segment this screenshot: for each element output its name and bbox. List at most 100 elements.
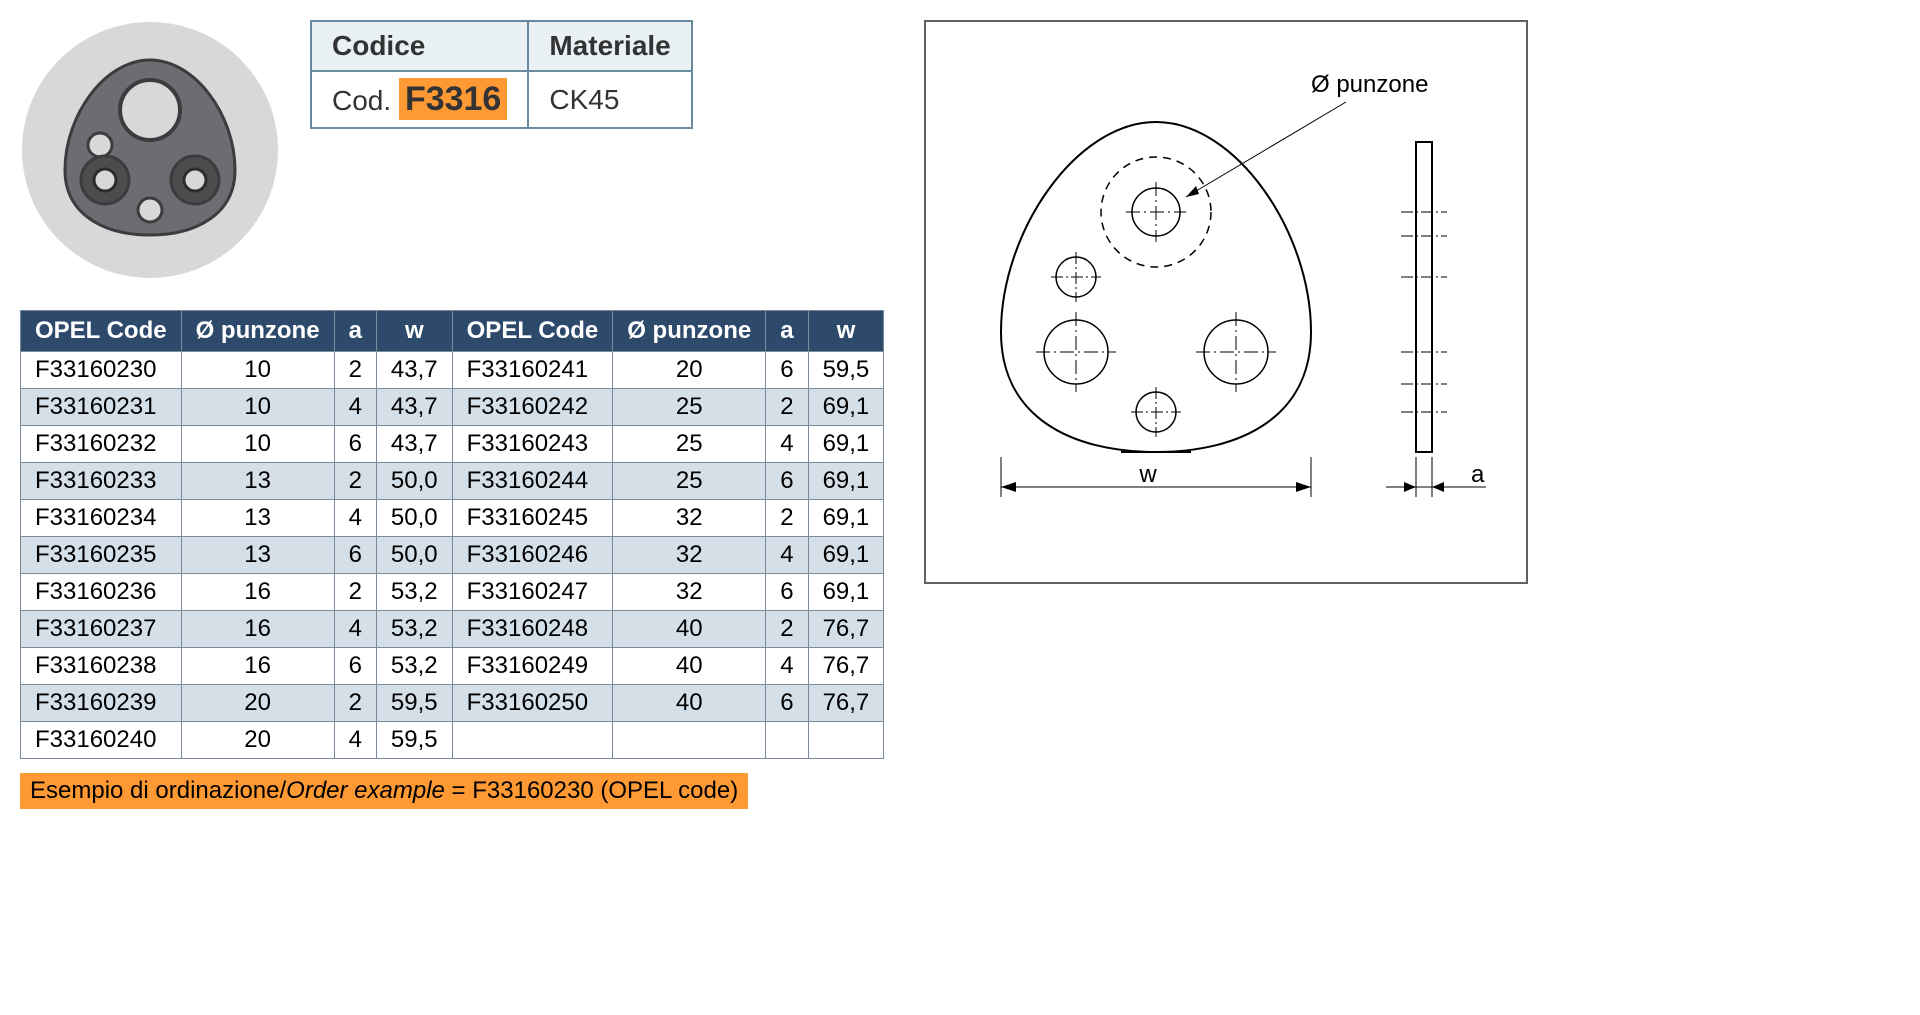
drawing-label-punzone: Ø punzone xyxy=(1311,71,1428,98)
table-cell: 76,7 xyxy=(808,611,884,648)
table-cell: 40 xyxy=(613,648,766,685)
table-cell: 10 xyxy=(181,352,334,389)
table-cell: 69,1 xyxy=(808,389,884,426)
table-cell: 32 xyxy=(613,537,766,574)
table-cell: 6 xyxy=(334,426,376,463)
table-cell: F33160237 xyxy=(21,611,182,648)
table-cell: 50,0 xyxy=(376,500,452,537)
table-cell: 25 xyxy=(613,426,766,463)
table-cell: 50,0 xyxy=(376,537,452,574)
table-cell: 32 xyxy=(613,574,766,611)
table-cell: 76,7 xyxy=(808,685,884,722)
table-row: F3316023513650,0F3316024632469,1 xyxy=(21,537,884,574)
info-header-material: Materiale xyxy=(528,21,691,71)
table-cell: F33160240 xyxy=(21,722,182,759)
table-cell: 4 xyxy=(334,722,376,759)
table-cell: 53,2 xyxy=(376,611,452,648)
info-material-cell: CK45 xyxy=(528,71,691,128)
table-cell: 4 xyxy=(766,426,808,463)
table-cell: F33160242 xyxy=(452,389,613,426)
table-cell: 10 xyxy=(181,389,334,426)
table-cell: 6 xyxy=(766,352,808,389)
table-row: F3316023413450,0F3316024532269,1 xyxy=(21,500,884,537)
table-cell: F33160233 xyxy=(21,463,182,500)
table-cell: 2 xyxy=(334,685,376,722)
table-row: F3316023010243,7F3316024120659,5 xyxy=(21,352,884,389)
table-cell: F33160230 xyxy=(21,352,182,389)
table-cell xyxy=(452,722,613,759)
data-table-header: a xyxy=(334,311,376,352)
code-value: F3316 xyxy=(399,78,507,120)
table-row: F3316023210643,7F3316024325469,1 xyxy=(21,426,884,463)
data-table-header: w xyxy=(808,311,884,352)
table-cell: 69,1 xyxy=(808,426,884,463)
table-cell: 10 xyxy=(181,426,334,463)
table-cell: 59,5 xyxy=(376,722,452,759)
table-cell: F33160235 xyxy=(21,537,182,574)
table-cell: 25 xyxy=(613,389,766,426)
info-header-code: Codice xyxy=(311,21,528,71)
table-cell: 69,1 xyxy=(808,574,884,611)
table-cell: 16 xyxy=(181,648,334,685)
table-row: F3316023920259,5F3316025040676,7 xyxy=(21,685,884,722)
table-cell: 76,7 xyxy=(808,648,884,685)
table-cell: 20 xyxy=(181,685,334,722)
table-cell xyxy=(808,722,884,759)
table-cell: 40 xyxy=(613,685,766,722)
drawing-label-a: a xyxy=(1471,461,1485,488)
table-cell: 4 xyxy=(334,500,376,537)
table-cell: 6 xyxy=(766,463,808,500)
table-row: F3316023716453,2F3316024840276,7 xyxy=(21,611,884,648)
table-cell: F33160243 xyxy=(452,426,613,463)
table-cell: F33160238 xyxy=(21,648,182,685)
table-cell: 13 xyxy=(181,463,334,500)
table-row: F3316023616253,2F3316024732669,1 xyxy=(21,574,884,611)
data-table: OPEL CodeØ punzoneawOPEL CodeØ punzoneaw… xyxy=(20,310,884,759)
data-table-header: Ø punzone xyxy=(181,311,334,352)
table-cell xyxy=(613,722,766,759)
table-cell: 59,5 xyxy=(376,685,452,722)
data-table-header: Ø punzone xyxy=(613,311,766,352)
data-table-header: a xyxy=(766,311,808,352)
table-cell: 69,1 xyxy=(808,537,884,574)
table-cell: F33160248 xyxy=(452,611,613,648)
table-cell: F33160232 xyxy=(21,426,182,463)
table-cell: 6 xyxy=(334,648,376,685)
data-table-header: OPEL Code xyxy=(21,311,182,352)
table-cell: 6 xyxy=(766,574,808,611)
table-cell: 6 xyxy=(334,537,376,574)
table-cell: 6 xyxy=(766,685,808,722)
table-cell: 4 xyxy=(766,537,808,574)
table-cell: 13 xyxy=(181,500,334,537)
table-cell: 53,2 xyxy=(376,574,452,611)
table-cell: F33160250 xyxy=(452,685,613,722)
table-cell xyxy=(766,722,808,759)
table-row: F3316023110443,7F3316024225269,1 xyxy=(21,389,884,426)
table-row: F3316023816653,2F3316024940476,7 xyxy=(21,648,884,685)
table-cell: 2 xyxy=(334,463,376,500)
code-prefix: Cod. xyxy=(332,85,391,116)
table-cell: 43,7 xyxy=(376,352,452,389)
table-cell: 43,7 xyxy=(376,426,452,463)
order-example: Esempio di ordinazione/Order example = F… xyxy=(20,773,748,809)
table-cell: 2 xyxy=(766,389,808,426)
table-cell: 59,5 xyxy=(808,352,884,389)
table-cell: 4 xyxy=(334,389,376,426)
table-cell: 50,0 xyxy=(376,463,452,500)
table-cell: 20 xyxy=(181,722,334,759)
table-cell: 53,2 xyxy=(376,648,452,685)
data-table-header: w xyxy=(376,311,452,352)
order-example-en: Order example xyxy=(286,777,445,804)
table-cell: F33160247 xyxy=(452,574,613,611)
table-cell: F33160249 xyxy=(452,648,613,685)
drawing-label-w: w xyxy=(1139,461,1158,488)
table-row: F3316024020459,5 xyxy=(21,722,884,759)
order-example-value: = F33160230 (OPEL code) xyxy=(445,777,738,804)
table-cell: 43,7 xyxy=(376,389,452,426)
info-table: Codice Materiale Cod. F3316 CK45 xyxy=(310,20,693,129)
table-row: F3316023313250,0F3316024425669,1 xyxy=(21,463,884,500)
table-cell: F33160231 xyxy=(21,389,182,426)
table-cell: 69,1 xyxy=(808,500,884,537)
table-cell: 2 xyxy=(334,574,376,611)
table-cell: 2 xyxy=(766,500,808,537)
